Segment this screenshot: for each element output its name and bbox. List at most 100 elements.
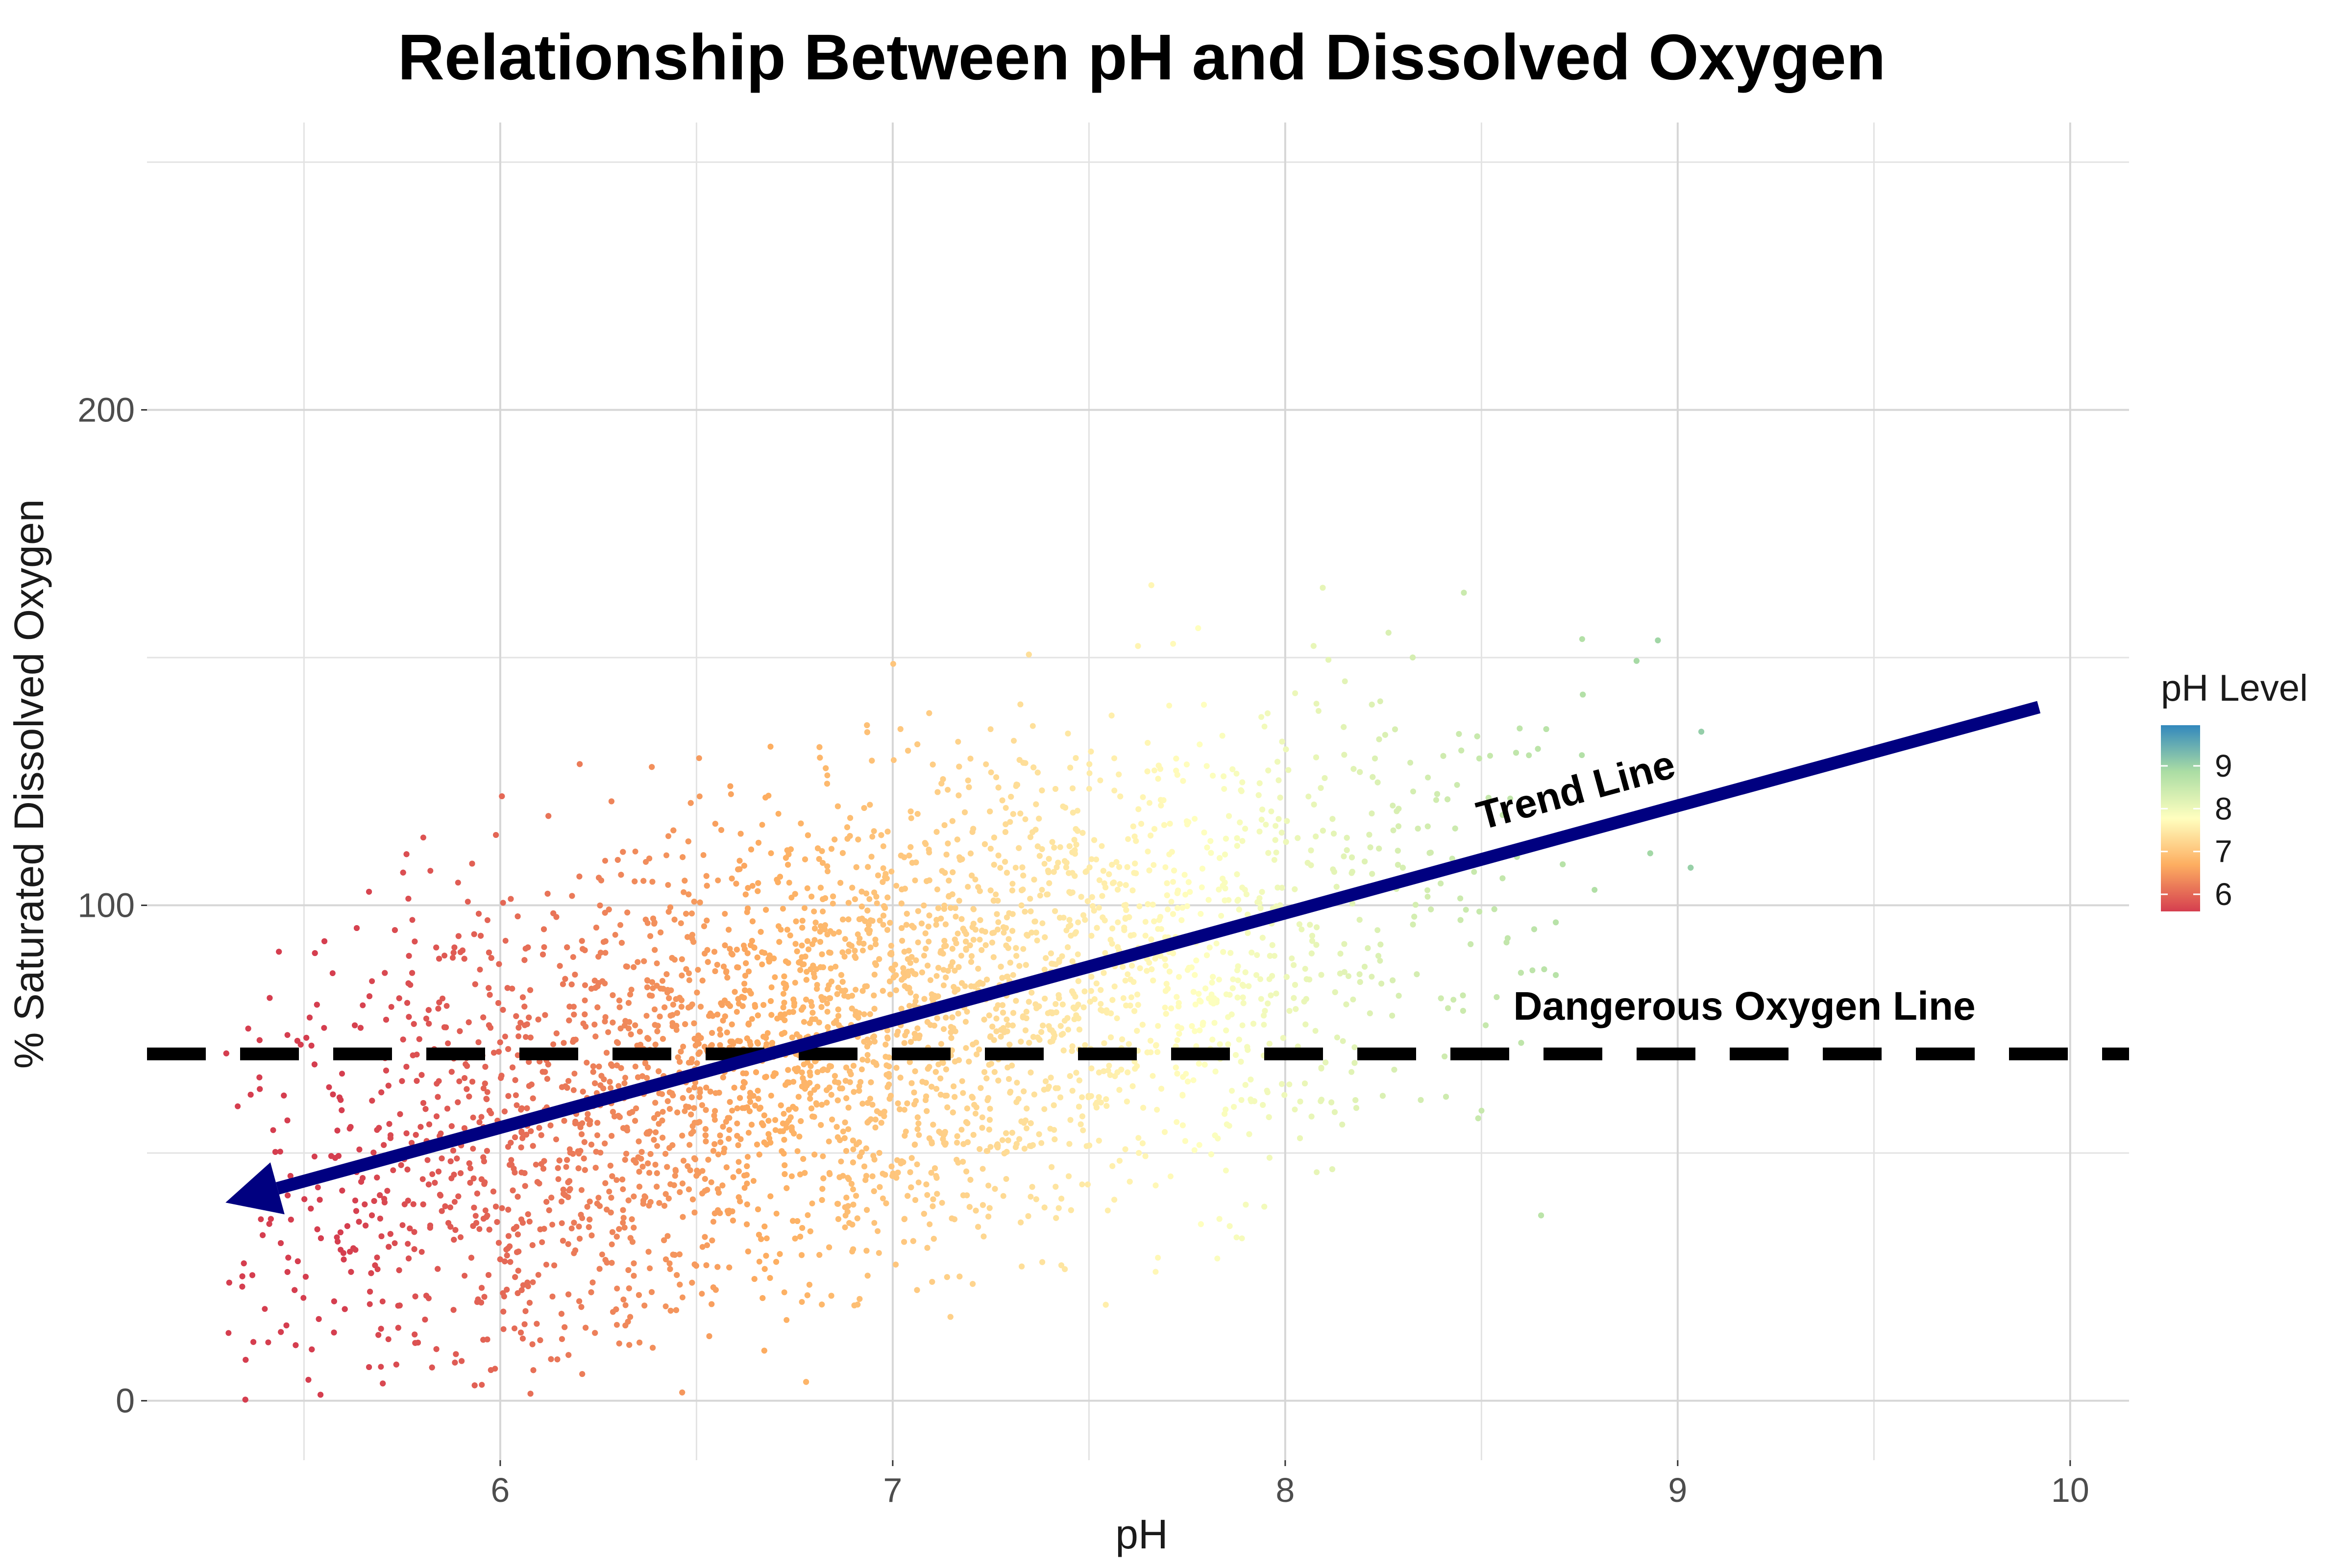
data-point (1253, 972, 1259, 978)
data-point (622, 1302, 629, 1308)
data-point (530, 1279, 536, 1285)
data-point (1289, 955, 1295, 961)
data-point (1450, 997, 1457, 1003)
data-point (1154, 1106, 1160, 1113)
data-point (1009, 881, 1016, 887)
data-point (958, 1127, 965, 1133)
data-point (915, 1179, 922, 1186)
data-point (1216, 977, 1222, 983)
data-point (1120, 995, 1127, 1001)
data-point (1334, 1034, 1340, 1041)
data-point (1223, 991, 1229, 998)
data-point (1007, 819, 1013, 825)
data-point (850, 1186, 856, 1193)
data-point (1128, 994, 1134, 1001)
data-point (1079, 1181, 1085, 1188)
data-point (786, 880, 792, 886)
data-point (915, 939, 921, 946)
data-point (405, 1241, 411, 1247)
data-point (521, 1022, 528, 1029)
data-point (1038, 1140, 1045, 1146)
data-point (1221, 786, 1227, 792)
data-point (1003, 805, 1009, 811)
data-point (728, 791, 734, 797)
gridlines (147, 122, 2129, 1460)
data-point (678, 920, 684, 927)
data-point (695, 967, 701, 973)
data-point (979, 1114, 985, 1121)
data-point (1199, 884, 1205, 890)
data-point (599, 1251, 605, 1258)
data-point (1166, 703, 1173, 709)
data-point (801, 1019, 807, 1025)
data-point (744, 1153, 751, 1160)
data-point (987, 1144, 994, 1150)
data-point (794, 1148, 801, 1154)
data-point (1305, 793, 1312, 800)
data-point (1254, 952, 1260, 958)
data-point (1218, 913, 1225, 919)
data-point (880, 865, 886, 871)
data-point (927, 977, 933, 983)
data-point (781, 1111, 787, 1117)
data-point (759, 822, 765, 828)
data-point (696, 793, 703, 800)
data-point (1258, 996, 1264, 1002)
data-point (835, 984, 841, 991)
data-point (1150, 1073, 1156, 1079)
data-point (768, 850, 774, 857)
data-point (595, 1195, 602, 1201)
data-point (1487, 753, 1493, 759)
data-point (983, 761, 989, 767)
data-point (512, 1325, 517, 1331)
data-point (477, 966, 483, 973)
data-point (1377, 698, 1383, 705)
data-point (890, 661, 896, 667)
data-point (1034, 937, 1040, 944)
data-point (476, 1226, 483, 1232)
data-point (887, 991, 893, 998)
data-point (768, 984, 775, 990)
data-point (321, 1025, 327, 1031)
data-point (686, 977, 692, 983)
data-point (1080, 1127, 1086, 1133)
data-point (734, 1120, 740, 1127)
data-point (360, 1002, 366, 1008)
data-point (602, 950, 609, 956)
data-point (775, 923, 782, 930)
data-point (749, 882, 756, 889)
data-point (1239, 1235, 1245, 1242)
data-point (933, 973, 940, 979)
data-point (465, 899, 471, 905)
data-point (1075, 808, 1080, 814)
data-point (1005, 1022, 1011, 1028)
data-point (729, 1107, 735, 1114)
data-point (500, 900, 506, 906)
data-point (1348, 1069, 1355, 1075)
data-point (1136, 903, 1143, 909)
data-point (1410, 788, 1416, 795)
data-point (1407, 760, 1414, 766)
data-point (906, 1003, 912, 1009)
data-point (584, 1059, 590, 1066)
data-point (632, 848, 638, 855)
data-point (914, 1161, 920, 1168)
data-point (780, 906, 786, 912)
data-point (1261, 1022, 1267, 1028)
data-point (284, 1032, 291, 1038)
data-point (1075, 919, 1081, 926)
data-point (750, 1178, 757, 1184)
data-point (470, 1114, 476, 1121)
data-point (880, 843, 886, 849)
data-point (999, 1137, 1005, 1143)
data-point (620, 1220, 626, 1226)
data-point (955, 931, 961, 937)
data-point (374, 1254, 380, 1261)
data-point (427, 868, 434, 874)
data-point (940, 982, 947, 988)
data-point (1155, 1023, 1161, 1029)
data-point (470, 1146, 476, 1152)
data-point (484, 917, 490, 923)
data-point (772, 974, 778, 980)
data-point (665, 882, 671, 888)
